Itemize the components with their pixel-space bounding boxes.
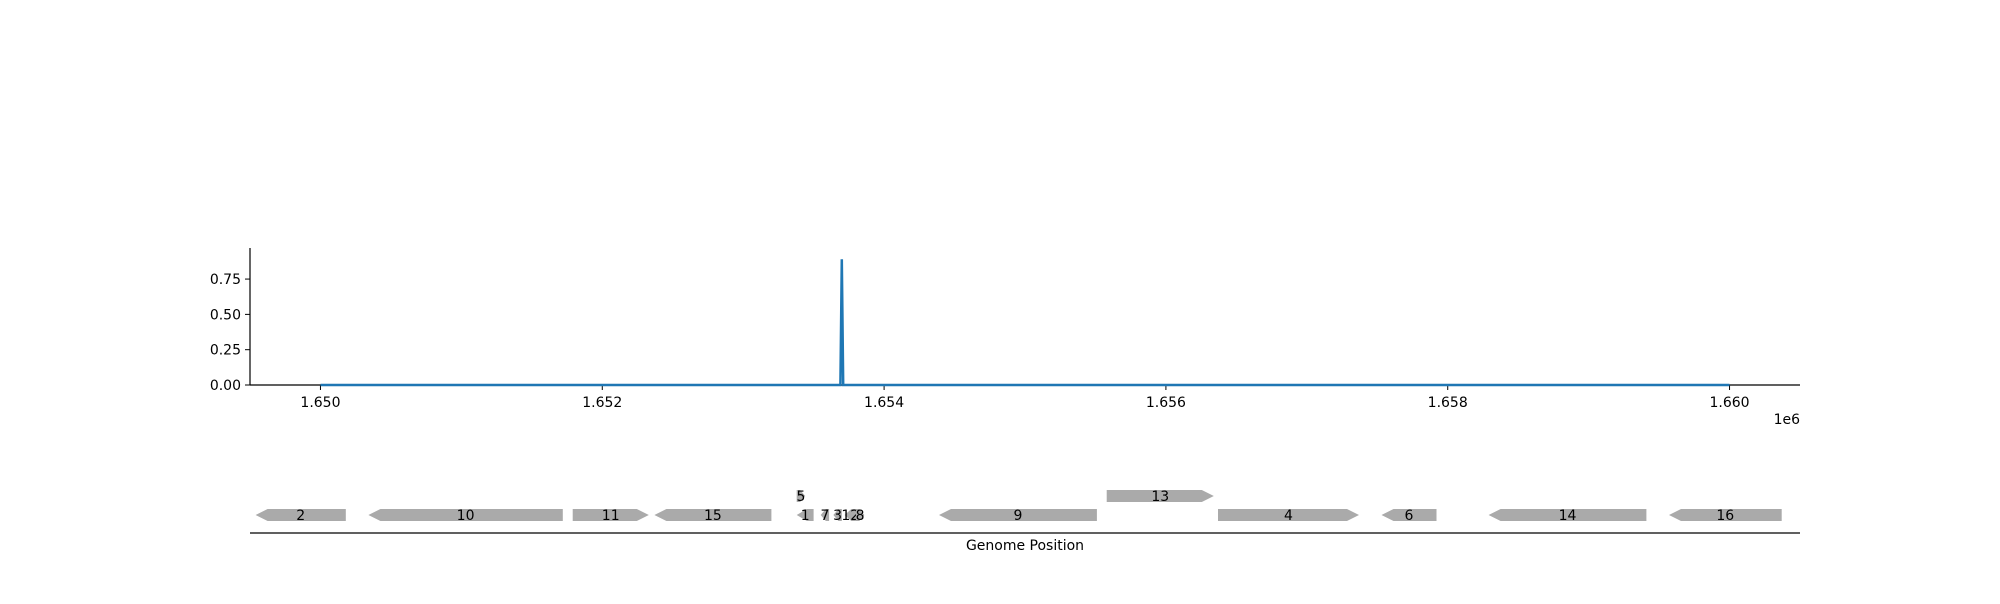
- x-tick-label: 1.656: [1146, 395, 1186, 411]
- gene-label: 8: [856, 508, 865, 524]
- gene-label: 2: [296, 508, 305, 524]
- gene-arrow: [796, 509, 814, 521]
- gene-label: 10: [457, 508, 475, 524]
- coverage-ticks: 1.650 1.652 1.654 1.656 1.658 1.660 0.00 0.25 0.…: [210, 272, 1750, 411]
- gene-arrow: [1669, 509, 1782, 521]
- y-tick-label: 0.75: [210, 272, 241, 288]
- gene-label: 1: [801, 508, 810, 524]
- gene-label: 16: [1716, 508, 1734, 524]
- gene-arrow: [844, 509, 856, 521]
- y-tick-label: 0.00: [210, 378, 241, 394]
- gene-label: 5: [797, 489, 806, 505]
- coverage-series-line: [320, 259, 1730, 387]
- gene-arrow: [820, 509, 830, 521]
- gene-label: 14: [1559, 508, 1577, 524]
- x-tick-label: 1.654: [864, 395, 904, 411]
- gene-label: 6: [1405, 508, 1414, 524]
- gene-label: 4: [1284, 508, 1293, 524]
- coverage-axes: [249, 248, 1800, 386]
- gene-track: 2 10 11 15 5 1 7 3 128 9 13 4 6 14 16 Genome Position: [250, 489, 1800, 554]
- gene-arrow: [255, 509, 346, 521]
- gene-arrow: [572, 509, 649, 521]
- gene-label: 15: [704, 508, 722, 524]
- gene-label: 7: [820, 508, 829, 524]
- gene-arrow: [1381, 509, 1437, 521]
- coverage-plot: 1.650 1.652 1.654 1.656 1.658 1.660 0.00 0.25 0.…: [210, 248, 1800, 428]
- gene-arrow: [796, 490, 806, 502]
- gene-arrow: [1488, 509, 1647, 521]
- x-offset-label: 1e6: [1774, 412, 1801, 428]
- gene-arrow: [368, 509, 563, 521]
- gene-arrow: [1106, 490, 1214, 502]
- gene-arrow: [833, 509, 842, 521]
- gene-arrows: 2 10 11 15 5 1 7 3 128 9 13 4 6 14 16: [255, 489, 1782, 524]
- gene-arrow: [654, 509, 772, 521]
- gene-label: 12: [841, 508, 859, 524]
- y-tick-label: 0.50: [210, 307, 241, 323]
- gene-arrow: [1218, 509, 1359, 521]
- y-tick-label: 0.25: [210, 343, 241, 359]
- gene-label: 11: [602, 508, 620, 524]
- gene-arrow: [939, 509, 1097, 521]
- gene-label: 3: [833, 508, 842, 524]
- gene-label: 9: [1014, 508, 1023, 524]
- gene-arrow: [855, 509, 865, 521]
- x-tick-label: 1.658: [1428, 395, 1468, 411]
- x-tick-label: 1.652: [582, 395, 622, 411]
- x-tick-label: 1.660: [1709, 395, 1749, 411]
- x-axis-label: Genome Position: [966, 538, 1084, 554]
- gene-label: 13: [1151, 489, 1169, 505]
- x-tick-label: 1.650: [300, 395, 340, 411]
